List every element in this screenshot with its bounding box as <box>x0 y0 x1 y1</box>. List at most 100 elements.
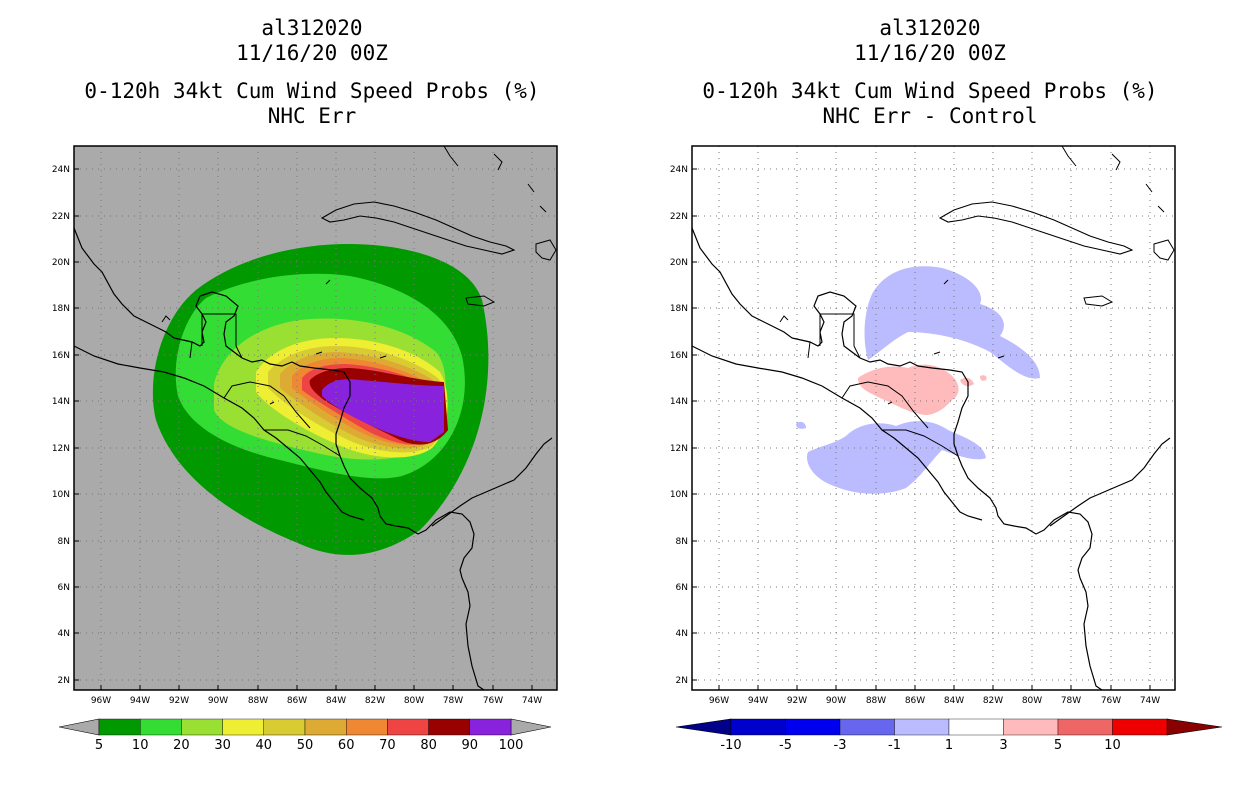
right-lat-label: 10N <box>670 490 688 500</box>
right-lat-label: 14N <box>670 397 688 407</box>
left-product-title: 0-120h 34kt Cum Wind Speed Probs (%) <box>84 79 540 103</box>
right-colorbar-label: -1 <box>888 738 901 753</box>
left-lon-label: 94W <box>130 696 150 706</box>
left-colorbar-label: 70 <box>379 738 396 753</box>
right-colorbar-label: 10 <box>1104 738 1121 753</box>
left-lon-label: 86W <box>287 696 307 706</box>
left-storm-id: al312020 <box>261 16 363 40</box>
left-colorbar-label: 50 <box>297 738 314 753</box>
right-colorbar-swatch <box>1112 718 1168 736</box>
left-lat-label: 8N <box>58 537 70 547</box>
right-colorbar-swatch <box>1003 718 1059 736</box>
left-lat-label: 18N <box>52 304 70 314</box>
left-probability-contours <box>152 244 489 555</box>
right-lon-label: 78W <box>1061 696 1081 706</box>
right-lat-label: 16N <box>670 351 688 361</box>
right-map-panel <box>692 146 1175 690</box>
right-lon-label: 92W <box>787 696 807 706</box>
right-datetime: 11/16/20 00Z <box>854 41 1006 65</box>
right-lon-label: 74W <box>1140 696 1160 706</box>
right-lon-label: 96W <box>709 696 729 706</box>
left-colorbar-swatch <box>222 718 265 736</box>
left-colorbar-swatch <box>428 718 471 736</box>
left-colorbar: 5 10 20 30 40 50 60 70 80 90 100 <box>58 718 552 753</box>
right-difference-contours <box>796 266 1040 494</box>
right-lat-label: 12N <box>670 444 688 454</box>
left-lon-label: 80W <box>404 696 424 706</box>
left-colorbar-label: 90 <box>462 738 479 753</box>
right-lon-label: 88W <box>866 696 886 706</box>
right-colorbar-swatch <box>894 718 950 736</box>
right-colorbar-swatch <box>785 718 841 736</box>
right-lon-label: 86W <box>905 696 925 706</box>
right-map-frame <box>691 145 1176 691</box>
right-lat-label: 8N <box>676 537 688 547</box>
left-colorbar-swatch <box>304 718 347 736</box>
left-lat-label: 6N <box>58 583 70 593</box>
left-colorbar-label: 100 <box>499 738 524 753</box>
right-title-block: al312020 11/16/20 00Z 0-120h 34kt Cum Wi… <box>630 16 1230 129</box>
right-lat-label: 20N <box>670 258 688 268</box>
left-lon-labels: 96W 94W 92W 90W 88W 86W 84W 82W 80W 78W 76W 74W <box>91 685 542 706</box>
left-colorbar-over-triangle <box>510 718 552 736</box>
right-lon-label: 80W <box>1022 696 1042 706</box>
right-colorbar-label: -3 <box>834 738 847 753</box>
left-colorbar-swatch <box>469 718 512 736</box>
left-lon-label: 76W <box>483 696 503 706</box>
right-lat-labels: 24N 22N 20N 18N 16N 14N 12N 10N 8N 6N 4N 2N <box>670 165 697 686</box>
left-title-block: al312020 11/16/20 00Z 0-120h 34kt Cum Wi… <box>12 16 612 129</box>
left-lat-label: 22N <box>52 212 70 222</box>
left-colorbar-under-triangle <box>58 718 100 736</box>
left-map-panel <box>74 146 557 690</box>
right-colorbar-label: 3 <box>999 738 1007 753</box>
left-colorbar-label: 80 <box>420 738 437 753</box>
right-colorbar-label: 1 <box>945 738 953 753</box>
right-colorbar-over-triangle <box>1166 718 1223 736</box>
left-lon-label: 96W <box>91 696 111 706</box>
left-colorbar-swatch <box>181 718 223 736</box>
left-colorbar-swatch <box>98 718 141 736</box>
left-lat-label: 4N <box>58 629 70 639</box>
left-lon-label: 92W <box>169 696 189 706</box>
right-lat-label: 2N <box>676 676 688 686</box>
left-lat-label: 16N <box>52 351 70 361</box>
right-product-title: 0-120h 34kt Cum Wind Speed Probs (%) <box>702 79 1158 103</box>
left-colorbar-label: 40 <box>256 738 273 753</box>
left-colorbar-swatch <box>346 718 388 736</box>
right-colorbar-swatch <box>730 718 786 736</box>
left-datetime: 11/16/20 00Z <box>236 41 388 65</box>
left-lat-label: 14N <box>52 397 70 407</box>
left-map-frame <box>73 145 558 691</box>
right-lat-label: 18N <box>670 304 688 314</box>
left-colorbar-swatch <box>139 718 182 736</box>
right-lon-labels: 96W 94W 92W 90W 88W 86W 84W 82W 80W 78W 76W 74W <box>709 685 1160 706</box>
left-lat-label: 10N <box>52 490 70 500</box>
right-colorbar-label: 5 <box>1054 738 1062 753</box>
right-colorbar-label: -10 <box>720 738 741 753</box>
left-lon-label: 84W <box>326 696 346 706</box>
right-lon-label: 84W <box>944 696 964 706</box>
right-lat-label: 6N <box>676 583 688 593</box>
left-colorbar-label: 30 <box>214 738 231 753</box>
right-colorbar-label: -5 <box>779 738 792 753</box>
right-lon-label: 82W <box>983 696 1003 706</box>
left-colorbar-swatch <box>387 718 429 736</box>
left-lon-label: 88W <box>248 696 268 706</box>
right-storm-id: al312020 <box>879 16 981 40</box>
right-colorbar: -10 -5 -3 -1 1 3 5 10 <box>675 718 1223 753</box>
right-colorbar-swatch <box>948 718 1004 736</box>
left-lon-label: 78W <box>443 696 463 706</box>
left-colorbar-label: 10 <box>132 738 149 753</box>
left-lon-label: 82W <box>365 696 385 706</box>
left-colorbar-label: 60 <box>338 738 355 753</box>
left-colorbar-label: 20 <box>173 738 190 753</box>
left-lon-label: 74W <box>522 696 542 706</box>
left-lat-labels: 24N 22N 20N 18N 16N 14N 12N 10N 8N 6N 4N 2N <box>52 165 79 686</box>
right-lat-label: 22N <box>670 212 688 222</box>
right-lon-label: 76W <box>1101 696 1121 706</box>
right-map-background <box>692 146 1175 690</box>
left-colorbar-swatch <box>263 718 306 736</box>
left-lat-label: 20N <box>52 258 70 268</box>
left-lat-label: 24N <box>52 165 70 175</box>
right-subtitle: NHC Err - Control <box>822 104 1038 128</box>
